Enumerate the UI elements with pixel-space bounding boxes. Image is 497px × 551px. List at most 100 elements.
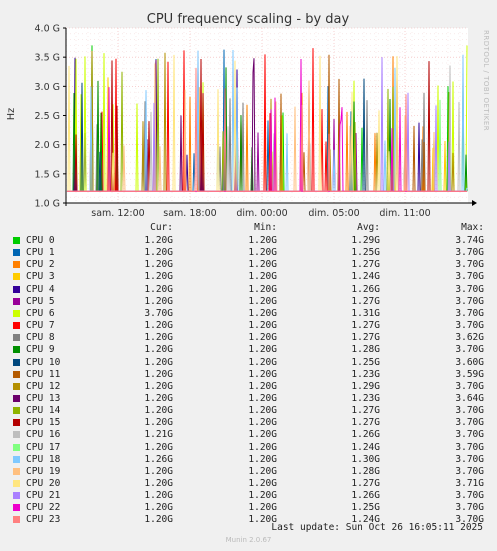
legend-min-value: 1.20G	[248, 307, 277, 319]
x-tick-label: dim. 00:00	[236, 208, 287, 219]
legend-swatch	[13, 455, 20, 463]
legend-row: CPU 19 1.20G 1.20G 1.28G 3.70G	[0, 466, 497, 478]
legend-max-value: 3.70G	[455, 429, 484, 441]
legend-min-value: 1.20G	[248, 514, 277, 526]
legend-swatch	[13, 394, 20, 402]
legend-max-value: 3.70G	[455, 295, 484, 307]
x-ticks: sam. 12:00 sam. 18:00 dim. 00:00 dim. 05:00…	[91, 208, 430, 219]
rrdtool-watermark: RRDTOOL / TOBI OETIKER	[482, 30, 490, 131]
legend-series-name: CPU 14	[26, 405, 61, 417]
legend-avg-value: 1.26G	[351, 490, 380, 502]
legend-max-value: 3.64G	[455, 392, 484, 404]
header-min: Min:	[254, 222, 277, 233]
legend-avg-value: 1.26G	[351, 283, 380, 295]
x-tick-label: dim. 11:00	[379, 208, 430, 219]
legend-avg-value: 1.27G	[351, 295, 380, 307]
series-line	[67, 67, 467, 192]
legend-max-value: 3.70G	[455, 247, 484, 259]
legend-min-value: 1.20G	[248, 478, 277, 489]
legend-series-name: CPU 7	[26, 320, 55, 332]
y-tick-label: 3.5 G	[35, 53, 61, 64]
y-axis-label: Hz	[6, 108, 17, 120]
legend-cur-value: 1.20G	[144, 490, 173, 502]
y-tick-label: 4.0 G	[35, 24, 61, 35]
legend-avg-value: 1.23G	[351, 392, 380, 404]
legend-max-value: 3.70G	[455, 307, 484, 319]
legend-series-name: CPU 23	[26, 514, 61, 526]
legend-swatch	[13, 297, 20, 305]
legend-avg-value: 1.25G	[351, 247, 380, 259]
legend-swatch	[13, 237, 20, 244]
legend-avg-value: 1.29G	[351, 235, 380, 246]
legend-avg-value: 1.28G	[351, 465, 380, 477]
legend-series-name: CPU 18	[26, 453, 61, 465]
legend-series-name: CPU 19	[26, 465, 61, 477]
legend-series-name: CPU 12	[26, 380, 61, 392]
legend-min-value: 1.20G	[248, 332, 277, 344]
legend-cur-value: 1.20G	[144, 465, 173, 477]
legend-avg-value: 1.24G	[351, 514, 380, 526]
legend-min-value: 1.20G	[248, 429, 277, 441]
y-tick-label: 1.5 G	[35, 169, 61, 180]
legend-avg-value: 1.25G	[351, 502, 380, 514]
x-tick-label: dim. 05:00	[308, 208, 359, 219]
legend-max-value: 3.70G	[455, 453, 484, 465]
legend-min-value: 1.20G	[248, 368, 277, 380]
legend-series-name: CPU 16	[26, 429, 61, 441]
legend-cur-value: 1.20G	[144, 405, 173, 417]
legend-cur-value: 1.20G	[144, 441, 173, 453]
y-tick-label: 2.5 G	[35, 111, 61, 122]
legend-swatch	[13, 431, 20, 439]
legend-series-name: CPU 3	[26, 271, 55, 283]
legend-avg-value: 1.27G	[351, 417, 380, 429]
legend-swatch	[13, 346, 20, 354]
legend-max-value: 3.70G	[455, 320, 484, 332]
legend-swatch	[13, 480, 20, 487]
legend-min-value: 1.20G	[248, 490, 277, 502]
legend-cur-value: 1.20G	[144, 502, 173, 514]
legend-min-value: 1.20G	[248, 441, 277, 453]
cpu-frequency-chart: CPU frequency scaling - by day Hz RRDTOO…	[6, 12, 490, 219]
legend-max-value: 3.70G	[455, 271, 484, 283]
legend-max-value: 3.74G	[455, 235, 484, 246]
legend-min-value: 1.20G	[248, 247, 277, 259]
legend-max-value: 3.70G	[455, 405, 484, 417]
legend-avg-value: 1.27G	[351, 332, 380, 344]
legend-max-value: 3.70G	[455, 283, 484, 295]
legend-swatch	[13, 492, 20, 500]
legend-avg-value: 1.30G	[351, 453, 380, 465]
legend-series-name: CPU 13	[26, 392, 61, 404]
legend-swatch	[13, 334, 20, 342]
legend-series-name: CPU 9	[26, 344, 55, 356]
x-axis-arrow	[472, 200, 477, 206]
legend-row: CPU 10 1.20G 1.20G 1.25G 3.60G	[0, 357, 497, 369]
legend-series-name: CPU 22	[26, 502, 61, 514]
legend-min-value: 1.20G	[248, 271, 277, 283]
legend-min-value: 1.20G	[248, 356, 277, 368]
legend-avg-value: 1.29G	[351, 380, 380, 392]
legend-row: CPU 22 1.20G 1.20G 1.25G 3.70G	[0, 502, 497, 514]
legend-min-value: 1.20G	[248, 259, 277, 271]
legend-cur-value: 1.20G	[144, 514, 173, 526]
legend-series-name: CPU 2	[26, 259, 55, 271]
legend-avg-value: 1.28G	[351, 344, 380, 356]
legend-min-value: 1.20G	[248, 295, 277, 307]
legend-max-value: 3.70G	[455, 259, 484, 271]
legend-max-value: 3.70G	[455, 490, 484, 502]
legend-min-value: 1.20G	[248, 392, 277, 404]
chart-title: CPU frequency scaling - by day	[147, 12, 350, 27]
legend-min-value: 1.20G	[248, 283, 277, 295]
legend-series-name: CPU 0	[26, 235, 55, 246]
legend-row: CPU 16 1.21G 1.20G 1.26G 3.70G	[0, 429, 497, 441]
legend-row: CPU 17 1.20G 1.20G 1.24G 3.70G	[0, 442, 497, 454]
legend-swatch	[13, 322, 20, 330]
legend-swatch	[13, 419, 20, 427]
legend-max-value: 3.70G	[455, 441, 484, 453]
legend-series-name: CPU 10	[26, 356, 61, 368]
legend-row: CPU 20 1.20G 1.20G 1.27G 3.71G	[0, 478, 497, 490]
legend-cur-value: 1.20G	[144, 283, 173, 295]
legend-min-value: 1.20G	[248, 465, 277, 477]
x-tick-label: sam. 18:00	[163, 208, 216, 219]
legend-swatch	[13, 443, 20, 451]
legend-min-value: 1.20G	[248, 320, 277, 332]
